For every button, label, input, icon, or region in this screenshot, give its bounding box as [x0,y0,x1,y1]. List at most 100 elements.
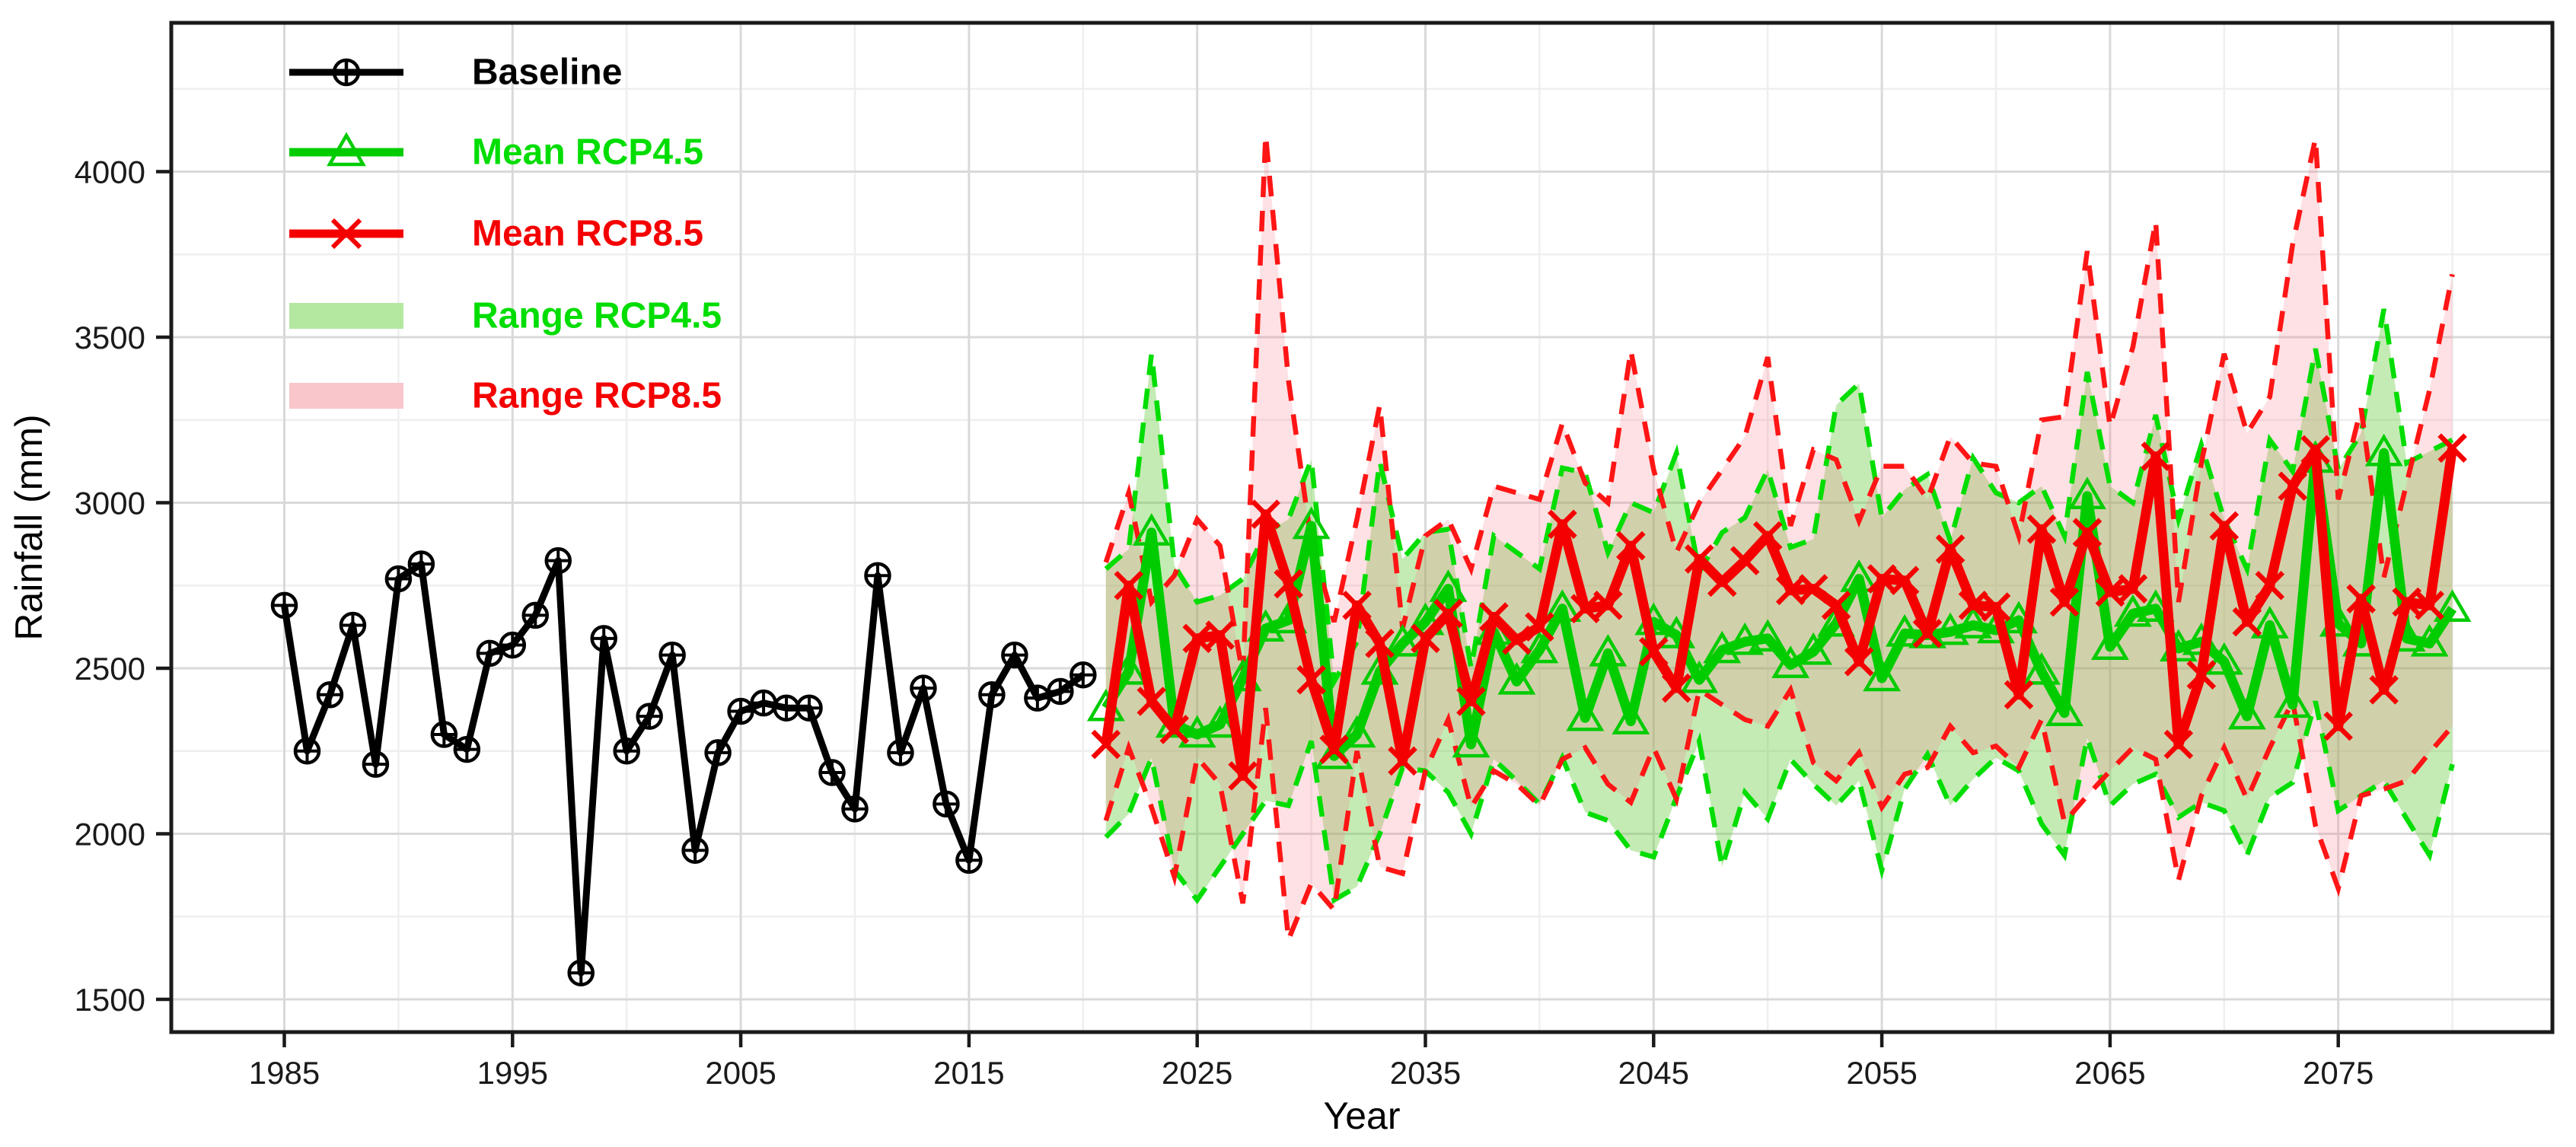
legend-item-mean-rcp45: Mean RCP4.5 [289,132,703,173]
x-icon [1844,647,1874,677]
x-icon [1707,567,1737,597]
x-tick-label: 2015 [933,1055,1004,1091]
plot-panel [171,23,2552,1032]
range-rcp45-swatch [289,303,403,329]
x-icon [1182,623,1212,654]
x-icon [1730,546,1760,575]
x-tick-label: 2075 [2303,1055,2374,1091]
x-icon [1570,594,1600,623]
triangle-icon [1566,698,1605,731]
triangle-icon [2227,696,2266,730]
y-tick-label: 3000 [75,486,145,521]
x-icon [1296,664,1326,695]
triangle-icon [1749,619,1787,652]
x-icon [2300,435,2331,465]
x-icon [1159,715,1190,744]
triangle-icon [1520,630,1559,664]
band-edge-low [1103,683,2455,941]
triangle-icon [1931,612,1969,645]
triangle-icon [1703,630,1742,664]
x-icon [1319,734,1349,764]
triangle-icon [2045,693,2083,726]
triangle-icon [327,132,366,167]
band-edge-low [1104,700,2455,905]
x-icon [2049,587,2080,617]
x-icon [1867,564,1897,594]
x-tick-label: 2035 [1390,1055,1461,1091]
x-icon [1912,619,1943,648]
x-icon [2255,570,2285,601]
triangle-icon [1452,725,1490,758]
y-axis-title: Rainfall (mm) [8,414,50,640]
x-icon [1593,591,1623,620]
y-tick-label: 2500 [75,651,145,687]
x-icon [1456,687,1486,716]
x-icon [1479,602,1509,632]
x-icon [1958,591,1988,620]
x-tick-label: 1995 [477,1055,548,1091]
x-tick-label: 2055 [1846,1055,1917,1091]
triangle-icon [1886,613,1924,647]
x-icon [2278,471,2308,502]
x-icon [1752,521,1783,551]
x-icon [1274,569,1303,599]
x-icon-stroke2 [330,218,362,250]
triangle-icon [1612,702,1650,734]
y-tick-label: 4000 [75,155,145,190]
x-icon [1798,574,1828,604]
x-tick-label: 2025 [1162,1055,1232,1091]
triangle-icon [1337,715,1376,748]
x-icon [2118,574,2148,604]
x-icon [1981,592,2011,622]
legend-item-mean-rcp85: Mean RCP8.5 [289,214,703,254]
x-icon [2186,660,2217,690]
legend: Baseline Mean RCP4.5 Mean RCP8.5 Range R… [289,53,722,416]
triangle-icon [2068,476,2106,510]
band-range-rcp8-5 [1105,135,2453,940]
triangle-icon [2023,652,2061,685]
legend-label-mean-rcp85: Mean RCP8.5 [472,214,703,254]
triangle-icon [1200,705,1239,738]
triangle-icon [1680,660,1719,693]
triangle-icon [2113,594,2152,627]
triangle-icon [1589,633,1628,667]
x-tick-labels: 1985 1995 2005 2015 2025 2035 2045 2055 2065 2075 [249,1055,2374,1091]
triangle-icon [1840,559,1879,592]
triangle-icon [1132,513,1171,546]
series-line-mean-rcp4-5 [1101,448,2457,761]
x-icon [1091,729,1121,760]
x-icon [2026,515,2057,544]
x-icon [1502,625,1532,655]
legend-item-range-rcp85: Range RCP8.5 [289,376,722,416]
x-icon [1661,673,1691,703]
y-tick-label: 3500 [75,320,145,355]
x-icon [1137,687,1167,716]
x-icon [1639,636,1669,667]
x-icon [1411,623,1440,654]
x-icon [1433,598,1463,629]
x-icon [1228,761,1258,791]
triangle-icon [2090,627,2129,660]
x-axis-title: Year [1323,1094,1400,1137]
x-icon [2095,577,2125,607]
triangle-icon [1863,658,1902,692]
triangle-icon [1954,605,1992,639]
y-tick-label: 1500 [75,982,145,1018]
triangle-icon [1429,569,1468,602]
x-icon [2141,441,2171,471]
y-tick-label: 2000 [75,817,145,852]
triangle-icon [1543,589,1582,622]
x-icon [2072,518,2103,547]
triangle-icon [2205,642,2243,675]
x-icon [2415,591,2444,620]
x-icon [1388,746,1417,776]
x-icon [1616,530,1646,561]
triangle-icon [2410,623,2449,657]
x-tick-label: 2045 [1618,1055,1689,1091]
triangle-icon [1292,506,1331,540]
x-icon [2232,607,2262,637]
x-icon [1775,575,1806,606]
x-icon [1821,591,1851,620]
